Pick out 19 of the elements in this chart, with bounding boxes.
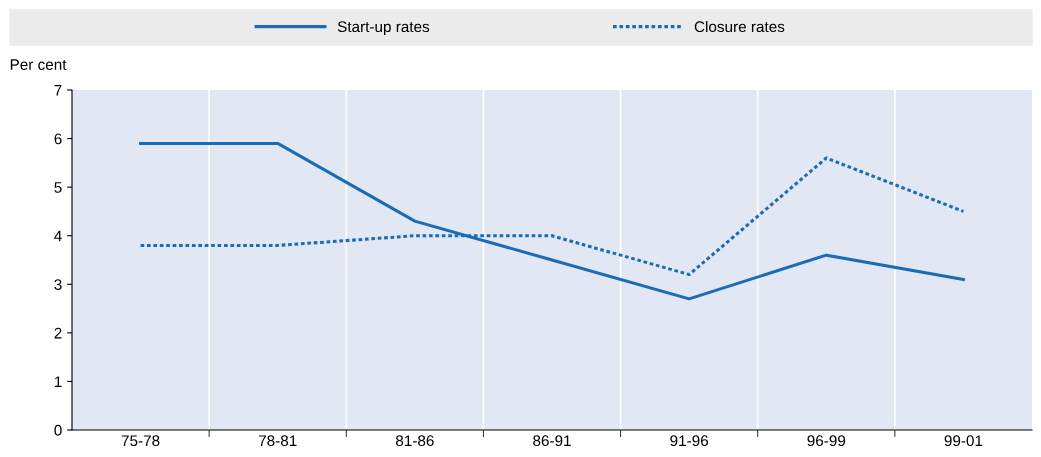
- y-tick-label: 6: [54, 133, 62, 145]
- y-tick-label: 5: [54, 182, 62, 193]
- y-axis-title: Per cent: [10, 59, 67, 70]
- y-tick-label: 2: [54, 327, 62, 339]
- x-tick-label: 96-99: [807, 435, 846, 447]
- x-tick-label: 99-01: [944, 435, 983, 447]
- x-tick-label: 86-91: [533, 435, 571, 447]
- x-tick-label: 81-86: [395, 435, 434, 447]
- legend-label: Closure rates: [694, 20, 785, 33]
- x-tick-label: 91-96: [670, 435, 709, 447]
- y-tick-label: 1: [54, 376, 62, 387]
- y-tick-label: 4: [54, 230, 62, 242]
- y-tick-label: 0: [54, 424, 62, 436]
- y-tick-label: 3: [54, 279, 62, 290]
- line-series: [139, 141, 965, 301]
- legend-label: Start-up rates: [337, 21, 430, 36]
- x-tick-label: 78-81: [258, 435, 297, 447]
- x-tick-label: 75-78: [121, 435, 160, 447]
- y-tick-label: 7: [54, 85, 62, 96]
